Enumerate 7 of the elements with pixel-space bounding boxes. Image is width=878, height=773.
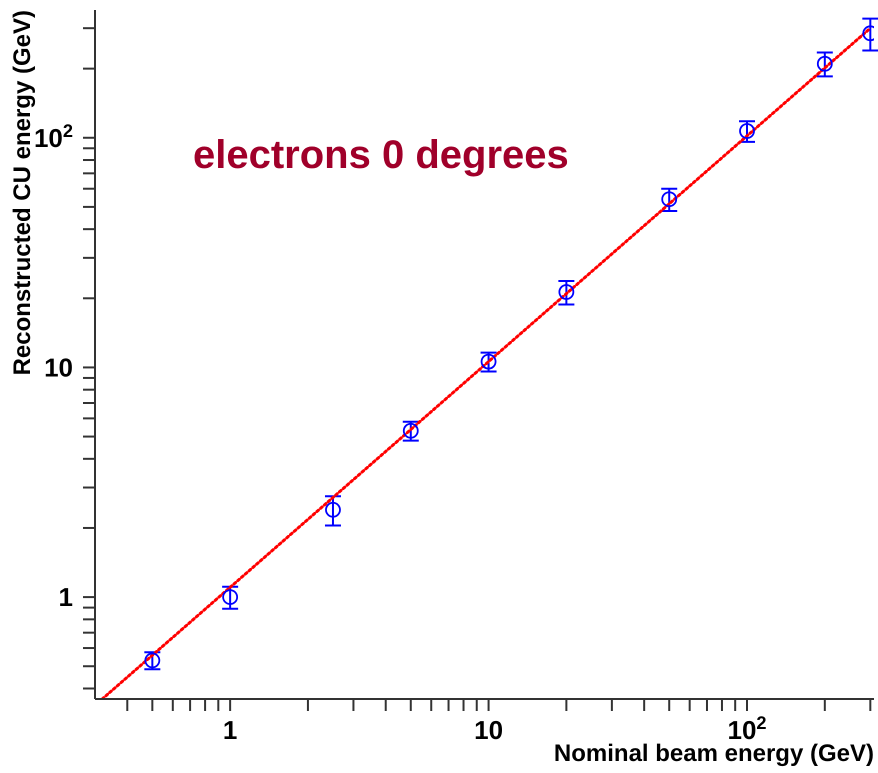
y-tick-label: 1 [58, 582, 73, 612]
annotation: electrons 0 degrees [193, 133, 569, 178]
y-tick-label: 10 [44, 352, 73, 382]
y-tick-label: 10$^{2}$ [34, 120, 73, 153]
x-tick-label: 10 [474, 715, 504, 745]
x-tick-label: 1 [222, 715, 238, 745]
y-axis-title: Reconstructed CU energy (GeV) [9, 10, 36, 376]
